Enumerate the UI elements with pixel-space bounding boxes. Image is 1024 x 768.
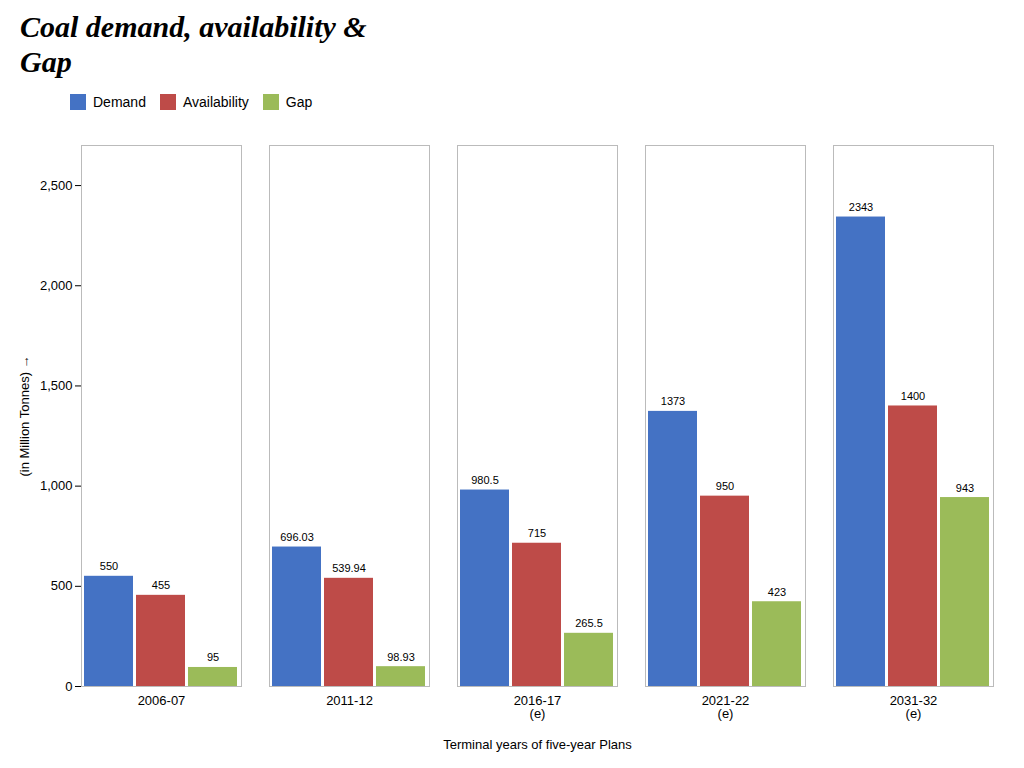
svg-text:1,500: 1,500 <box>40 378 73 393</box>
html-text:Gap: Gap <box>20 44 72 78</box>
svg-text:265.5: 265.5 <box>575 617 603 629</box>
svg-text:2006-07: 2006-07 <box>138 693 186 708</box>
svg-text:2,000: 2,000 <box>40 278 73 293</box>
svg-text:98.93: 98.93 <box>387 651 415 663</box>
svg-text:539.94: 539.94 <box>332 562 366 574</box>
svg-text:500: 500 <box>51 578 73 593</box>
svg-text:950: 950 <box>716 480 734 492</box>
svg-text:(in Million Tonnes) →: (in Million Tonnes) → <box>17 355 32 476</box>
svg-text:1373: 1373 <box>661 395 685 407</box>
html-text:Demand: Demand <box>93 93 146 110</box>
svg-text:423: 423 <box>768 586 786 598</box>
svg-text:1,000: 1,000 <box>40 478 73 493</box>
html-text:Gap: Gap <box>285 93 313 110</box>
svg-text:943: 943 <box>956 482 974 494</box>
svg-text:2011-12: 2011-12 <box>326 693 373 708</box>
svg-text:696.03: 696.03 <box>280 531 314 543</box>
svg-text:715: 715 <box>528 527 546 539</box>
svg-text:95: 95 <box>207 651 219 663</box>
svg-text:2343: 2343 <box>849 201 873 213</box>
svg-text:1400: 1400 <box>901 390 925 402</box>
svg-text:0: 0 <box>65 679 72 694</box>
svg-text:2,500: 2,500 <box>40 178 73 193</box>
svg-text:455: 455 <box>152 579 170 591</box>
html-text:Availability: Availability <box>182 93 249 110</box>
svg-text:2031-32(e): 2031-32(e) <box>890 693 938 721</box>
html-text:Coal demand, availability &: Coal demand, availability & <box>20 10 367 43</box>
svg-text:Terminal years of five-year Pl: Terminal years of five-year Plans <box>443 737 632 752</box>
svg-text:980.5: 980.5 <box>471 474 499 486</box>
svg-text:550: 550 <box>100 560 118 572</box>
svg-text:2016-17(e): 2016-17(e) <box>514 693 562 721</box>
svg-text:2021-22(e): 2021-22(e) <box>702 693 750 721</box>
